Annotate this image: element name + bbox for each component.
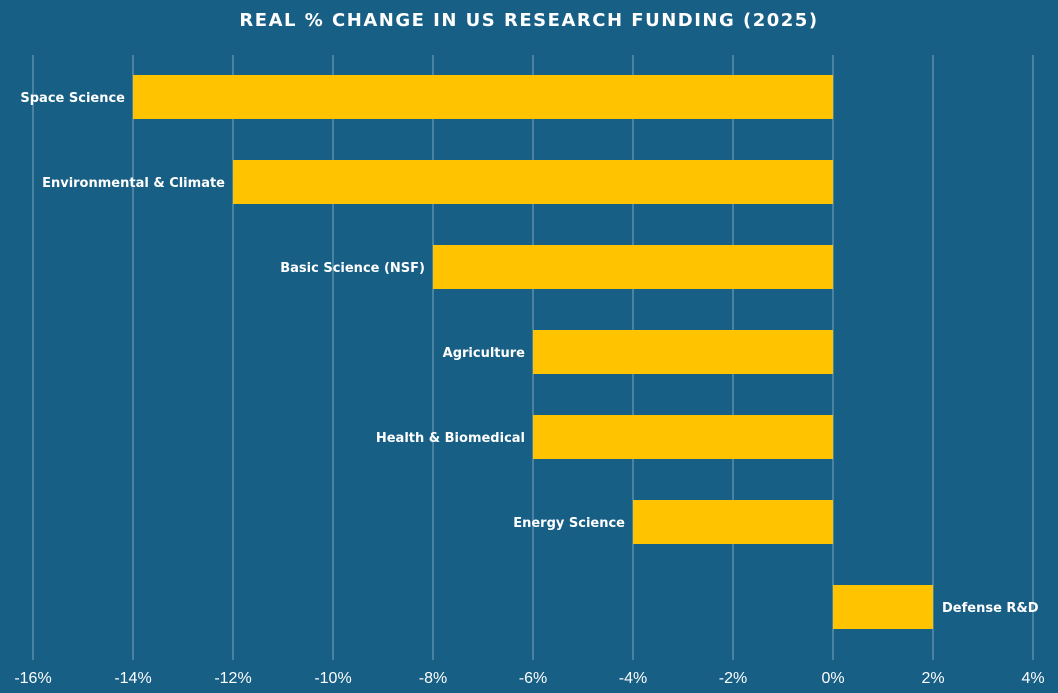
bar bbox=[233, 160, 833, 204]
x-tick-label: -2% bbox=[719, 670, 747, 687]
bar bbox=[833, 585, 933, 629]
category-label: Agriculture bbox=[443, 346, 526, 361]
category-label: Energy Science bbox=[513, 516, 625, 531]
x-tick-label: -12% bbox=[214, 670, 251, 687]
bar bbox=[633, 500, 833, 544]
x-tick-label: -4% bbox=[619, 670, 647, 687]
bar bbox=[433, 245, 833, 289]
x-tick-label: -16% bbox=[14, 670, 51, 687]
x-tick-label: -6% bbox=[519, 670, 547, 687]
bar bbox=[533, 330, 833, 374]
category-label: Defense R&D bbox=[942, 601, 1039, 616]
category-label: Basic Science (NSF) bbox=[280, 261, 425, 276]
x-axis-ticks: -16% -14% -12% -10% -8% -6% -4% -2% 0% 2% 4% bbox=[14, 670, 1044, 687]
bars: Space Science Environmental & Climate Basi… bbox=[20, 75, 1039, 629]
x-tick-label: -14% bbox=[114, 670, 151, 687]
chart-title: REAL % CHANGE IN US RESEARCH FUNDING (20… bbox=[239, 10, 819, 31]
x-tick-label: -10% bbox=[314, 670, 351, 687]
bar bbox=[133, 75, 833, 119]
x-tick-label: 2% bbox=[921, 670, 944, 687]
bar bbox=[533, 415, 833, 459]
x-tick-label: -8% bbox=[419, 670, 447, 687]
category-label: Health & Biomedical bbox=[376, 431, 525, 446]
category-label: Space Science bbox=[20, 91, 125, 106]
category-label: Environmental & Climate bbox=[42, 176, 225, 191]
x-tick-label: 0% bbox=[821, 670, 844, 687]
x-tick-label: 4% bbox=[1021, 670, 1044, 687]
